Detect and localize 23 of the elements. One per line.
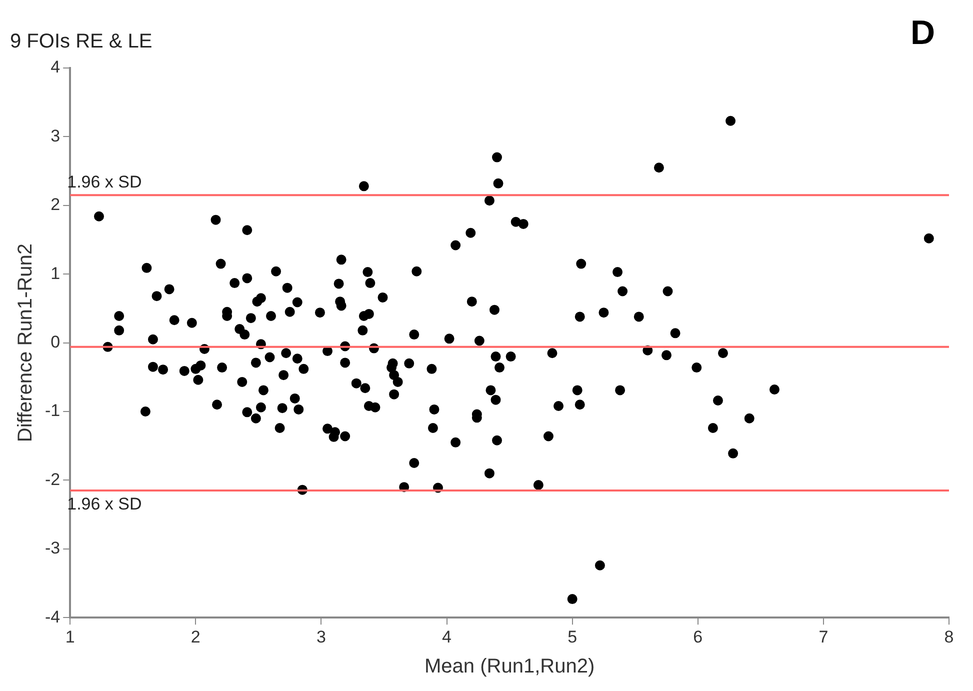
y-tick-label: -1	[44, 401, 60, 420]
x-tick-label: 1	[65, 627, 75, 646]
x-tick-label: 3	[316, 627, 326, 646]
ref-line-label: 1.96 x SD	[67, 172, 142, 192]
x-tick-label: 7	[818, 627, 828, 646]
y-tick-label: 1	[50, 264, 60, 283]
y-tick-label: -3	[44, 538, 60, 558]
x-axis-title: Mean (Run1,Run2)	[424, 656, 595, 678]
y-tick-label: 2	[50, 195, 60, 214]
y-tick-label: 3	[50, 126, 60, 146]
y-tick-label: -2	[44, 470, 60, 489]
y-tick-label: 0	[50, 332, 60, 352]
ref-line-label: 1.96 x SD	[67, 494, 142, 514]
x-tick-label: 4	[442, 627, 452, 646]
x-tick-label: 2	[190, 627, 200, 646]
chart-title: 9 FOIs RE & LE	[10, 30, 152, 53]
x-tick-label: 8	[944, 627, 954, 646]
y-tick-label: 4	[50, 58, 60, 77]
y-axis-title: Difference Run1-Run2	[14, 243, 37, 442]
x-tick-label: 6	[693, 627, 703, 646]
x-tick-label: 5	[568, 627, 578, 646]
text: D	[910, 14, 935, 53]
y-tick-label: -4	[44, 607, 60, 626]
